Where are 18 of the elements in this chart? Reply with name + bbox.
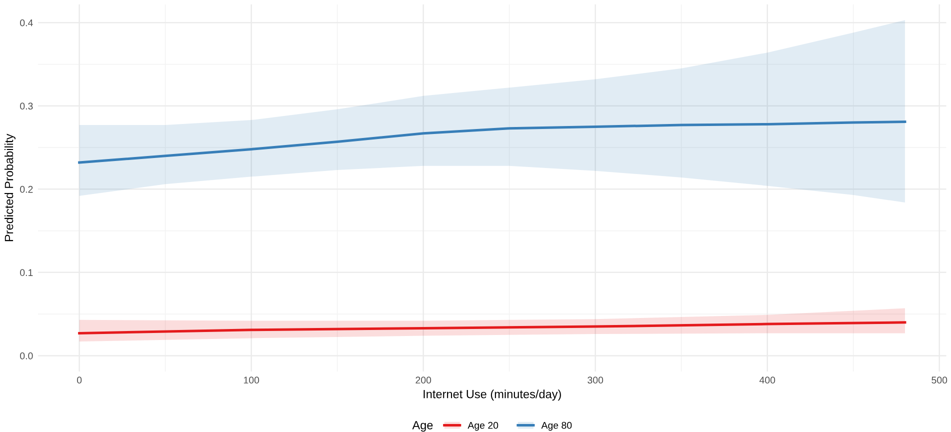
x-tick-label: 400 bbox=[759, 376, 776, 384]
x-tick-label: 200 bbox=[416, 376, 432, 384]
legend-title: Age bbox=[412, 421, 433, 432]
y-axis-title: Predicted Probability bbox=[4, 134, 16, 242]
y-tick-label: 0.3 bbox=[20, 102, 33, 110]
x-axis-title: Internet Use (minutes/day) bbox=[424, 390, 561, 401]
line-series bbox=[78, 120, 906, 164]
y-tick-label: 0.0 bbox=[20, 352, 33, 360]
line-series bbox=[78, 321, 906, 334]
x-tick-label: 300 bbox=[588, 376, 604, 384]
x-tick-label: 100 bbox=[244, 376, 260, 384]
legend-label: Age 20 bbox=[468, 422, 498, 431]
y-tick-label: 0.4 bbox=[20, 19, 33, 26]
x-tick-label: 500 bbox=[932, 376, 948, 384]
y-tick-label: 0.1 bbox=[20, 269, 33, 276]
legend-label: Age 80 bbox=[541, 422, 572, 431]
x-tick-label: 0 bbox=[77, 376, 82, 384]
y-tick-label: 0.2 bbox=[20, 186, 33, 193]
